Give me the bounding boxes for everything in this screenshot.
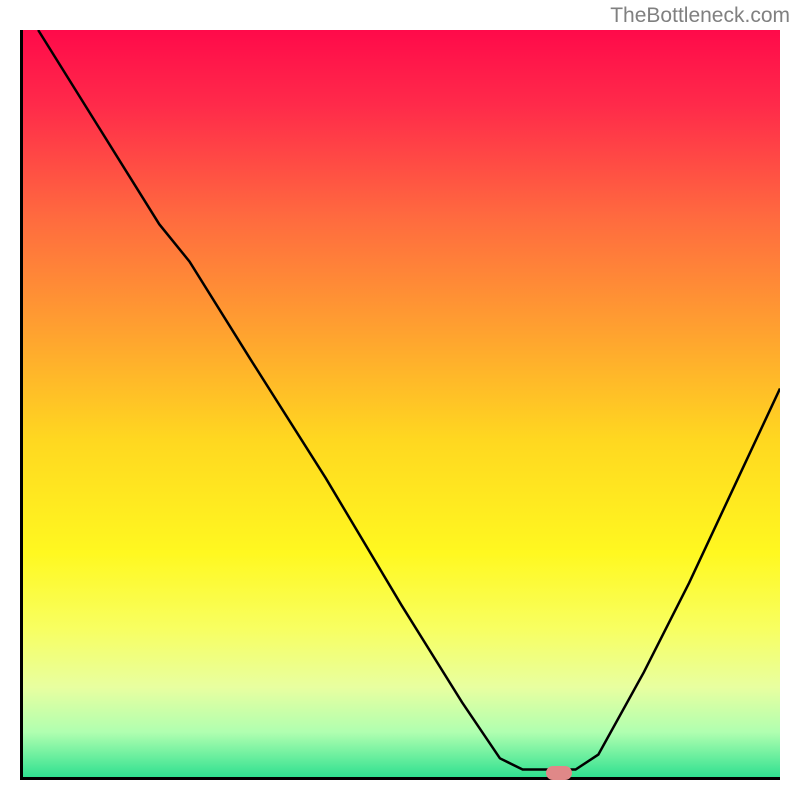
plot-area: [20, 30, 780, 780]
watermark-text: TheBottleneck.com: [610, 4, 790, 28]
bottleneck-chart: TheBottleneck.com: [0, 0, 800, 800]
optimal-marker: [546, 766, 572, 780]
bottleneck-curve: [23, 30, 780, 777]
